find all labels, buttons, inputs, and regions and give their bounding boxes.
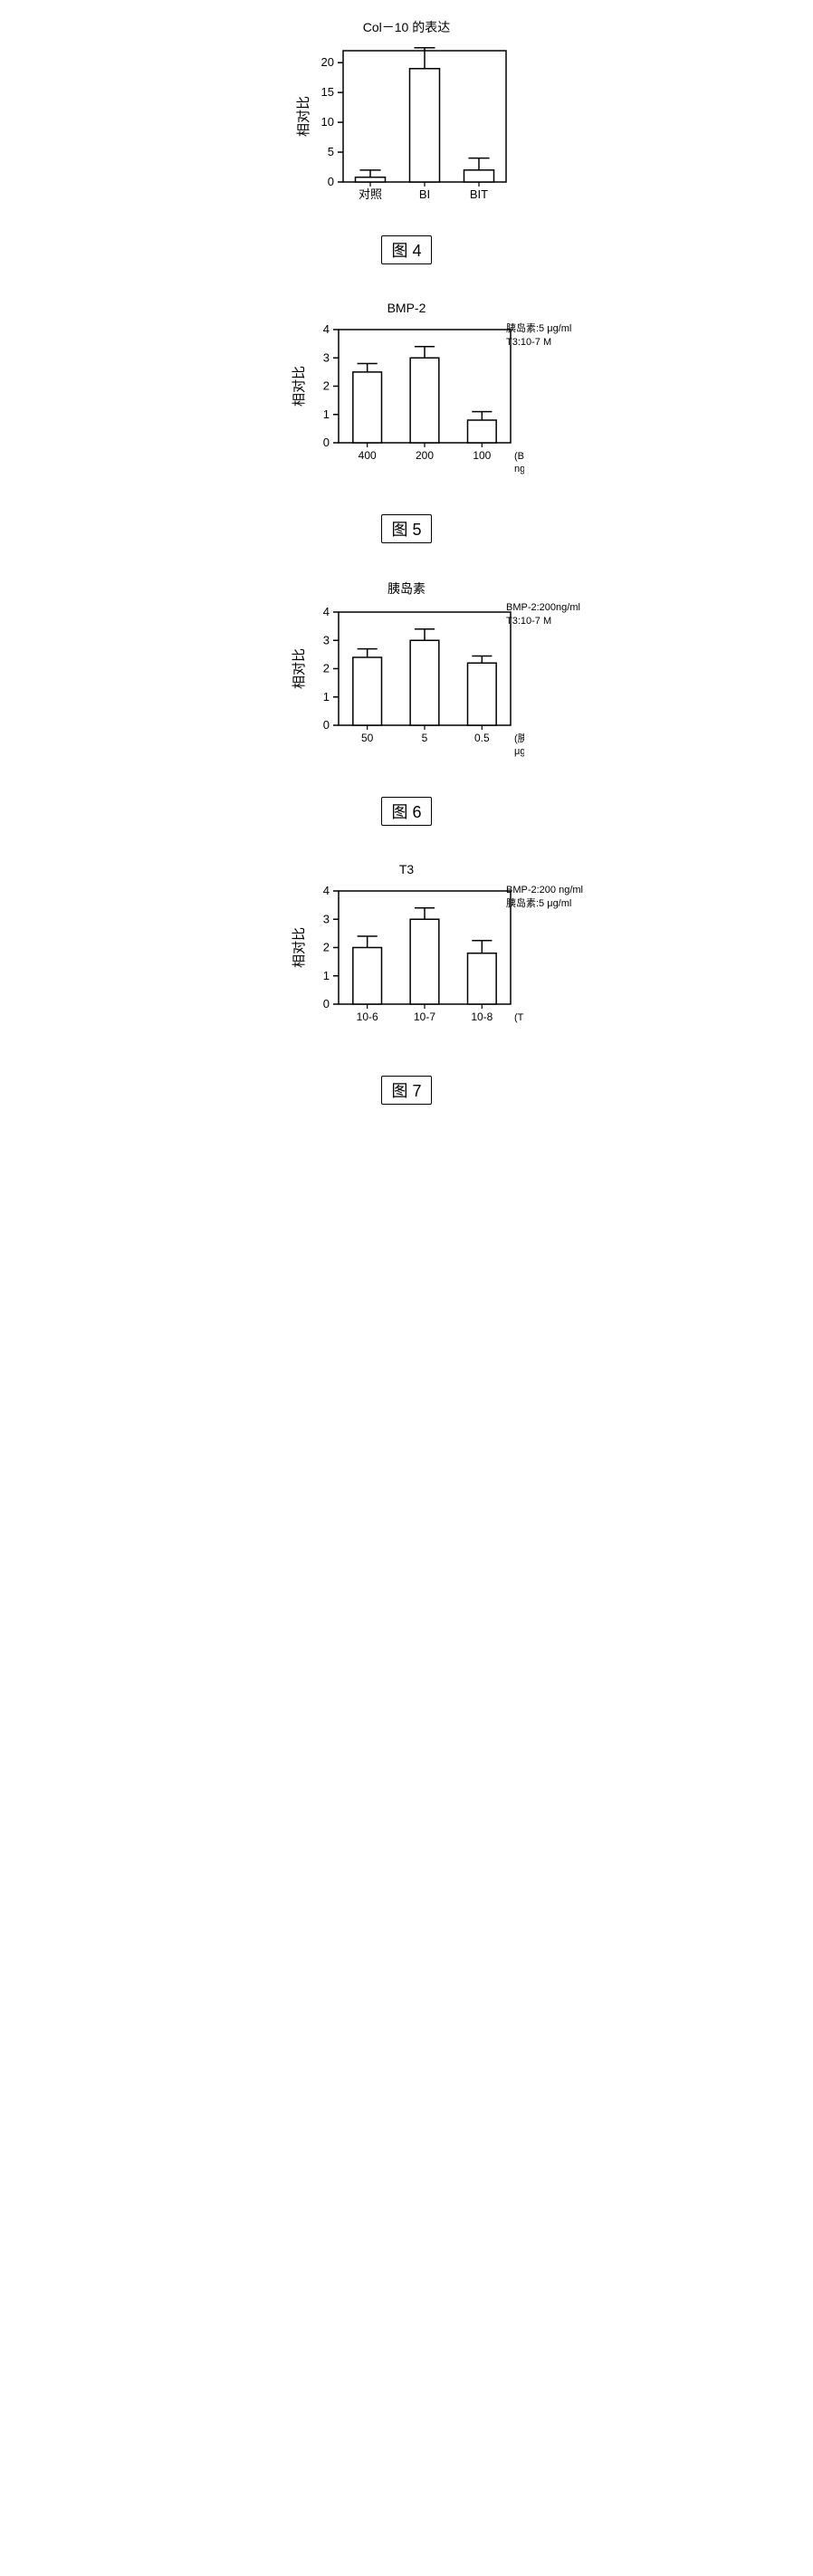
svg-text:10: 10 bbox=[321, 115, 334, 129]
chart-svg: 0 5 10 15 20 相对比对照 BI BIT bbox=[293, 42, 520, 223]
svg-text:(BMP-2: (BMP-2 bbox=[514, 451, 524, 462]
svg-text:(胰岛素: (胰岛素 bbox=[514, 732, 524, 744]
svg-text:0: 0 bbox=[323, 436, 330, 449]
svg-text:5: 5 bbox=[422, 732, 428, 744]
svg-text:10-6: 10-6 bbox=[357, 1010, 378, 1023]
svg-text:相对比: 相对比 bbox=[292, 366, 307, 407]
figure-5-chart: 0 1 2 3 4 相对比 400 200 100 (BMP-2 ng/ml) bbox=[289, 321, 524, 502]
svg-text:0: 0 bbox=[323, 997, 330, 1010]
chart-svg: 0 1 2 3 4 相对比 50 5 0.5 (胰岛素 μg/ml) bbox=[289, 603, 524, 784]
figure-5-annot-1: T3:10-7 M bbox=[506, 336, 606, 350]
figure-7-title: T3 bbox=[399, 862, 414, 876]
svg-text:对照: 对照 bbox=[359, 187, 382, 201]
svg-text:20: 20 bbox=[321, 55, 334, 69]
figure-6-annot-0: BMP-2:200ng/ml bbox=[506, 601, 606, 615]
figure-5-annotations: 胰岛素:5 μg/ml T3:10-7 M bbox=[506, 322, 606, 350]
figure-6-plotwrap: 胰岛素 01234相对比5050.5(胰岛素μg/ml) BMP-2:200ng… bbox=[289, 579, 524, 784]
svg-text:4: 4 bbox=[323, 605, 330, 618]
svg-text:2: 2 bbox=[323, 941, 330, 954]
svg-text:100: 100 bbox=[473, 449, 491, 462]
figure-4-caption: 图 4 bbox=[381, 235, 431, 264]
figure-5: BMP-2 0 1 2 3 4 相对比 400 200 100 (BMP-2 ng/ml) 胰岛素:… bbox=[18, 301, 795, 543]
svg-text:1: 1 bbox=[323, 407, 330, 421]
figure-7-annot-1: 胰岛素:5 μg/ml bbox=[506, 897, 606, 911]
figure-7-annotations: BMP-2:200 ng/ml 胰岛素:5 μg/ml bbox=[506, 884, 606, 912]
figure-4-chart: 0 5 10 15 20 相对比对照 BI BIT bbox=[293, 42, 520, 223]
figure-6: 胰岛素 0 1 2 3 4 相对比 50 5 0.5 (胰岛素 μg/ml) BMP-2:200ng… bbox=[18, 579, 795, 826]
figure-5-plotwrap: BMP-2 01234相对比400200100(BMP-2ng/ml) 胰岛素:… bbox=[289, 301, 524, 502]
svg-text:相对比: 相对比 bbox=[296, 96, 311, 137]
svg-text:1: 1 bbox=[323, 969, 330, 982]
svg-text:200: 200 bbox=[416, 449, 434, 462]
svg-text:4: 4 bbox=[323, 322, 330, 336]
svg-text:(T3 M): (T3 M) bbox=[514, 1012, 524, 1023]
svg-text:0.5: 0.5 bbox=[474, 732, 490, 744]
svg-text:15: 15 bbox=[321, 85, 334, 99]
svg-text:μg/ml): μg/ml) bbox=[514, 746, 524, 757]
figure-7-annot-0: BMP-2:200 ng/ml bbox=[506, 884, 606, 897]
svg-text:0: 0 bbox=[323, 718, 330, 732]
figure-6-caption: 图 6 bbox=[381, 797, 431, 826]
figure-4: Col－10 的表达 0 5 10 15 20 相对比对照 BI BIT 图 4 bbox=[18, 18, 795, 264]
svg-text:4: 4 bbox=[323, 884, 330, 897]
figure-6-chart: 0 1 2 3 4 相对比 50 5 0.5 (胰岛素 μg/ml) bbox=[289, 603, 524, 784]
svg-text:3: 3 bbox=[323, 912, 330, 925]
svg-text:1: 1 bbox=[323, 690, 330, 704]
figure-5-title: BMP-2 bbox=[387, 301, 426, 315]
chart-svg: 0 1 2 3 4 相对比 400 200 100 (BMP-2 ng/ml) bbox=[289, 321, 524, 502]
svg-text:2: 2 bbox=[323, 379, 330, 393]
figure-4-plotwrap: Col－10 的表达 0 5 10 15 20 相对比对照 BI BIT bbox=[293, 18, 520, 223]
figure-6-annot-1: T3:10-7 M bbox=[506, 615, 606, 628]
svg-text:BIT: BIT bbox=[470, 187, 488, 201]
figure-7-plotwrap: T3 01234相对比10-610-710-8(T3 M) BMP-2:200 … bbox=[289, 862, 524, 1063]
figure-6-title: 胰岛素 bbox=[387, 579, 426, 598]
svg-text:5: 5 bbox=[328, 145, 334, 158]
svg-text:400: 400 bbox=[359, 449, 377, 462]
figure-5-caption: 图 5 bbox=[381, 514, 431, 543]
figure-7-chart: 0 1 2 3 4 相对比 10-6 10-7 10-8 (T3 M) bbox=[289, 882, 524, 1063]
svg-text:0: 0 bbox=[328, 175, 334, 188]
figure-4-title: Col－10 的表达 bbox=[363, 18, 450, 36]
figure-7: T3 0 1 2 3 4 相对比 10-6 10-7 10-8 (T3 M) BMP-2:200 … bbox=[18, 862, 795, 1105]
svg-text:10-8: 10-8 bbox=[471, 1010, 493, 1023]
svg-text:ng/ml): ng/ml) bbox=[514, 464, 524, 474]
svg-text:10-7: 10-7 bbox=[414, 1010, 435, 1023]
svg-text:相对比: 相对比 bbox=[292, 648, 307, 689]
figure-5-annot-0: 胰岛素:5 μg/ml bbox=[506, 322, 606, 336]
svg-text:3: 3 bbox=[323, 633, 330, 646]
svg-text:3: 3 bbox=[323, 350, 330, 364]
svg-text:相对比: 相对比 bbox=[292, 927, 307, 968]
figure-6-annotations: BMP-2:200ng/ml T3:10-7 M bbox=[506, 601, 606, 629]
svg-text:BI: BI bbox=[419, 187, 430, 201]
figure-7-caption: 图 7 bbox=[381, 1076, 431, 1105]
chart-svg: 0 1 2 3 4 相对比 10-6 10-7 10-8 (T3 M) bbox=[289, 882, 524, 1063]
svg-text:50: 50 bbox=[361, 732, 374, 744]
svg-text:2: 2 bbox=[323, 662, 330, 675]
